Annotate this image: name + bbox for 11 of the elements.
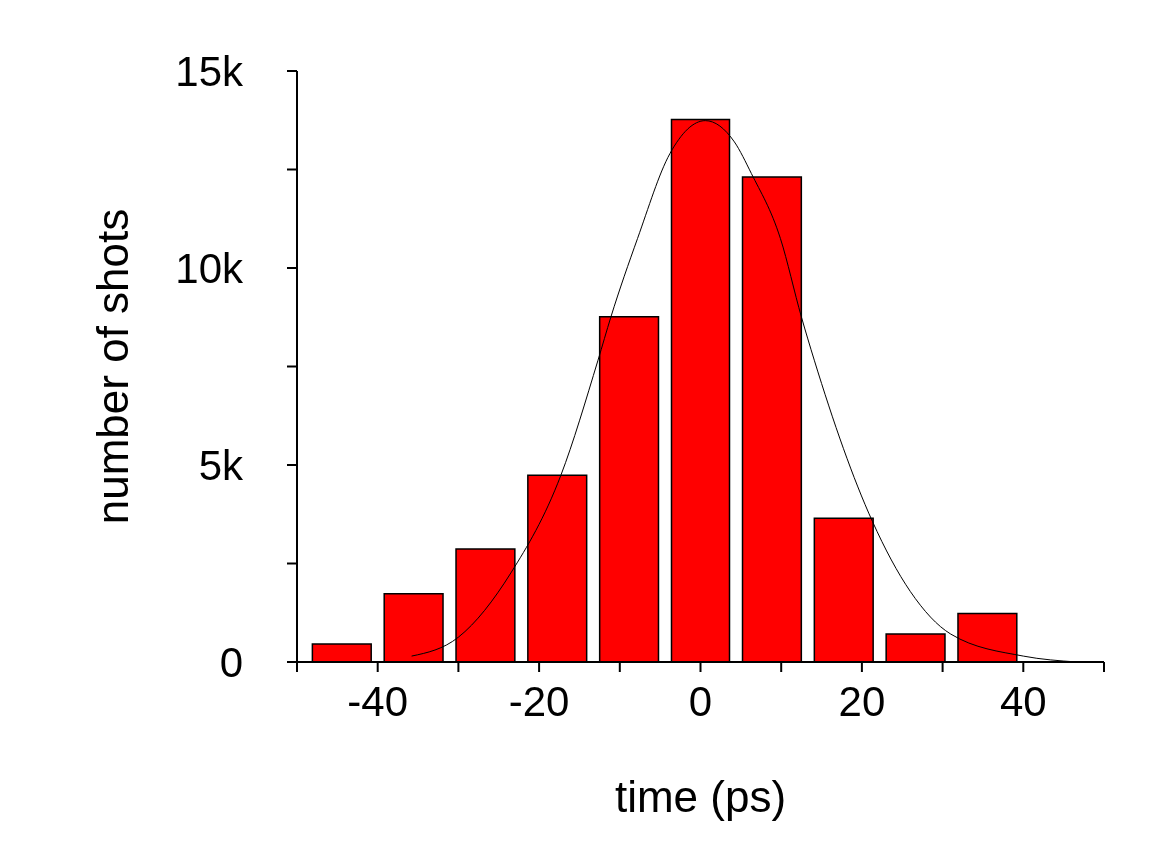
- x-tick-label: 0: [688, 677, 713, 725]
- x-tick-label: 40: [999, 677, 1047, 725]
- x-tick-label: 20: [838, 677, 886, 725]
- y-tick-label: 10k: [175, 244, 244, 292]
- y-tick-label: 0: [219, 638, 243, 686]
- x-tick-label: -40: [347, 677, 409, 725]
- y-tick-label: 5k: [198, 441, 244, 489]
- x-tick-label: -20: [508, 677, 570, 725]
- y-tick-label: 15k: [175, 47, 244, 95]
- y-axis-title: number of shots: [87, 208, 137, 525]
- x-axis-title: time (ps): [614, 772, 787, 821]
